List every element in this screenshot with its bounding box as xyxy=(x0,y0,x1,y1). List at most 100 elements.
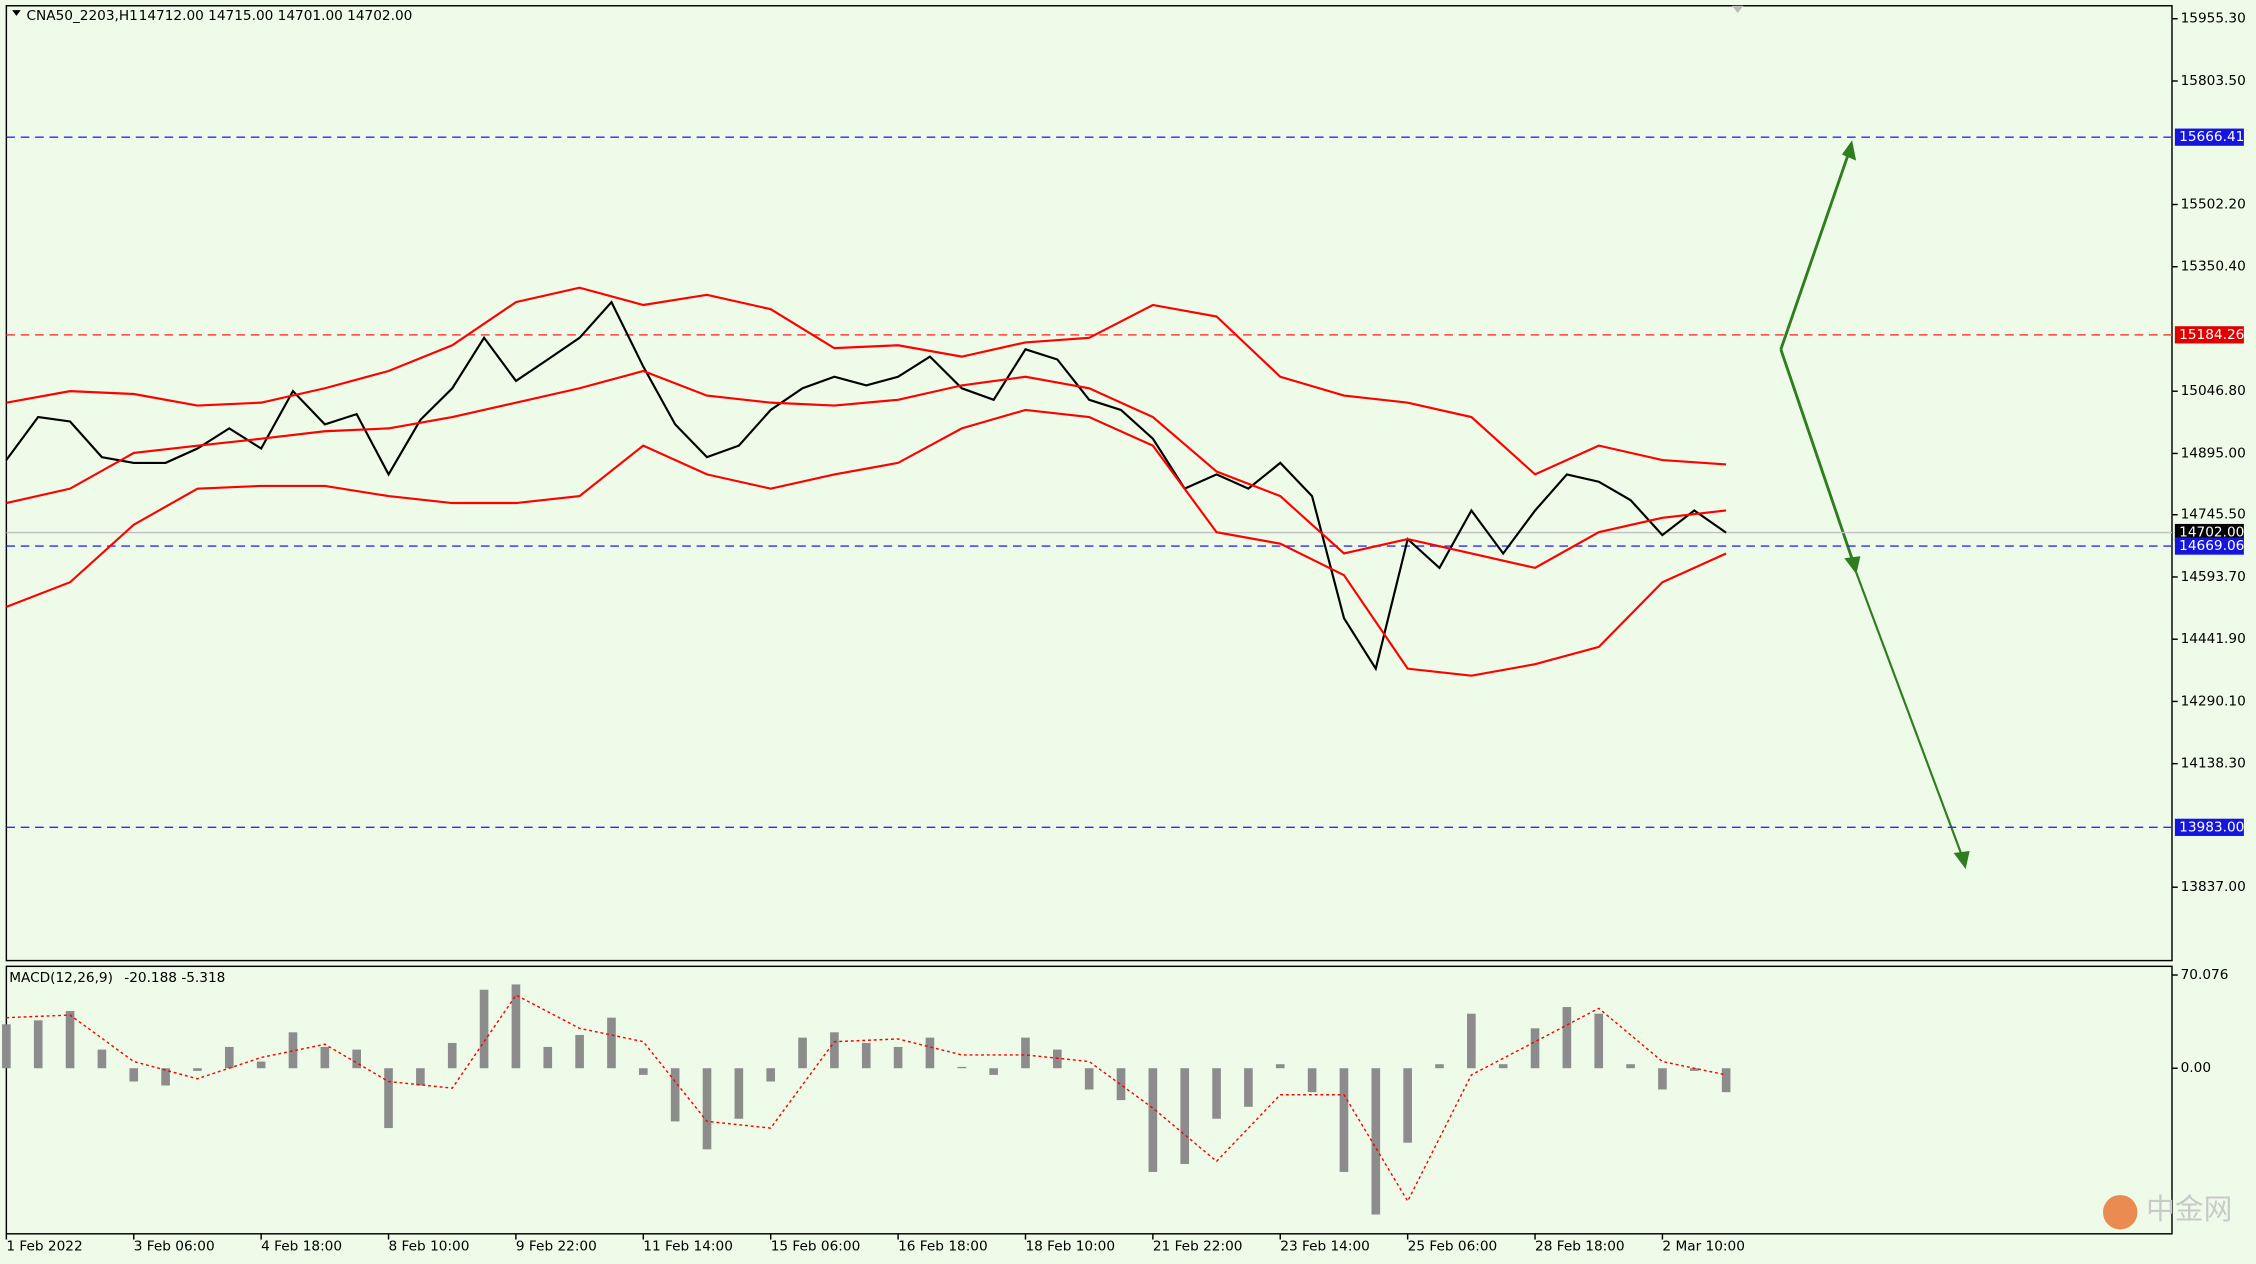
line-series xyxy=(6,286,1727,476)
histogram-bar xyxy=(925,1037,935,1069)
price-level-box xyxy=(2174,818,2244,836)
histogram-bar xyxy=(352,1049,361,1069)
x-tick-label: 9 Feb 22:00 xyxy=(516,1239,597,1255)
y-tick-label: 14138.30 xyxy=(2181,756,2246,772)
menu-icon[interactable] xyxy=(12,10,21,16)
histogram-bar xyxy=(543,1046,553,1069)
histogram-bar xyxy=(766,1068,776,1082)
price-level-box xyxy=(2174,326,2244,344)
price-level-label: 15666.41 xyxy=(2179,129,2244,145)
histogram-bar xyxy=(607,1017,616,1069)
price-level-label: 13983.00 xyxy=(2179,819,2244,835)
arrow-head xyxy=(1841,140,1857,161)
arrow-down-2 xyxy=(1854,570,1965,861)
price-level-label: 14669.06 xyxy=(2179,538,2244,554)
histogram-bar xyxy=(479,989,489,1069)
histogram-bar xyxy=(734,1068,744,1119)
histogram-bar xyxy=(1658,1068,1667,1090)
x-tick-label: 8 Feb 10:00 xyxy=(389,1239,470,1255)
histogram-bar xyxy=(1721,1068,1731,1093)
histogram-bar xyxy=(1275,1064,1285,1069)
histogram-bar xyxy=(957,1066,967,1069)
histogram-bar xyxy=(1116,1068,1126,1101)
histogram-bar xyxy=(1562,1007,1572,1069)
y-tick-label: 14290.10 xyxy=(2181,693,2246,709)
x-tick-label: 2 Mar 10:00 xyxy=(1662,1239,1745,1255)
y-tick-label: 15502.20 xyxy=(2181,197,2246,213)
histogram-bar xyxy=(33,1020,43,1069)
y-tick-label: 15350.40 xyxy=(2181,259,2246,275)
histogram-bar xyxy=(1084,1068,1094,1090)
y-tick-label: 15803.50 xyxy=(2181,73,2246,89)
y-tick-label: 14593.70 xyxy=(2181,569,2246,585)
histogram-bar xyxy=(702,1068,712,1150)
macd-panel xyxy=(5,965,2173,1235)
histogram-bar xyxy=(861,1042,871,1069)
price-panel xyxy=(5,5,2173,962)
histogram-bar xyxy=(2,1024,11,1069)
x-tick-label: 25 Feb 06:00 xyxy=(1408,1239,1498,1255)
histogram-bar xyxy=(1435,1064,1444,1069)
histogram-bar xyxy=(224,1046,234,1069)
arrow-head xyxy=(1953,851,1970,870)
histogram-bar xyxy=(288,1032,298,1069)
watermark: 中金网 xyxy=(2146,1192,2232,1226)
arrow-down xyxy=(1779,348,1856,566)
histogram-bar xyxy=(1148,1068,1158,1172)
histogram-bar xyxy=(447,1042,457,1069)
y-tick-label: 0.00 xyxy=(2181,1060,2211,1076)
histogram-bar xyxy=(1212,1068,1221,1119)
x-tick-label: 16 Feb 18:00 xyxy=(898,1239,988,1255)
histogram-bar xyxy=(1530,1028,1540,1069)
x-tick-label: 15 Feb 06:00 xyxy=(771,1239,861,1255)
chart-title: CNA50_2203,H1 xyxy=(26,8,137,24)
x-tick-label: 4 Feb 18:00 xyxy=(261,1239,342,1255)
y-tick-label: 13837.00 xyxy=(2181,879,2246,895)
histogram-bar xyxy=(1339,1068,1349,1172)
price-level-box xyxy=(2174,128,2244,146)
price-level-label: 14702.00 xyxy=(2179,525,2244,541)
histogram-bar xyxy=(384,1068,393,1129)
histogram-bar xyxy=(1594,1013,1604,1069)
y-tick-label: 14441.90 xyxy=(2181,631,2246,647)
histogram-bar xyxy=(97,1049,107,1069)
histogram-bar xyxy=(798,1037,807,1069)
x-tick-label: 21 Feb 22:00 xyxy=(1153,1239,1243,1255)
shift-marker xyxy=(1731,5,1744,13)
x-tick-label: 1 Feb 2022 xyxy=(6,1239,82,1255)
histogram-bar xyxy=(1244,1068,1253,1107)
x-tick-label: 11 Feb 14:00 xyxy=(643,1239,733,1255)
histogram-bar xyxy=(1403,1068,1412,1143)
x-tick-label: 3 Feb 06:00 xyxy=(134,1239,215,1255)
histogram-bar xyxy=(511,984,521,1069)
histogram-bar xyxy=(1498,1064,1508,1069)
price-level-box xyxy=(2174,537,2244,555)
histogram-bar xyxy=(1021,1037,1030,1069)
x-tick-label: 23 Feb 14:00 xyxy=(1280,1239,1370,1255)
price-level-box xyxy=(2174,523,2244,542)
histogram-bar xyxy=(989,1068,998,1075)
histogram-bar xyxy=(638,1068,648,1075)
y-tick-label: 14745.50 xyxy=(2181,507,2246,523)
line-series xyxy=(5,408,1727,677)
histogram-bar xyxy=(416,1068,425,1086)
histogram-bar xyxy=(1307,1068,1317,1093)
x-tick-label: 28 Feb 18:00 xyxy=(1535,1239,1625,1255)
price-level-label: 15184.26 xyxy=(2179,327,2244,343)
histogram-bar xyxy=(893,1046,903,1069)
histogram-bar xyxy=(1371,1068,1381,1215)
histogram-bar xyxy=(320,1046,330,1069)
line-series xyxy=(6,369,1727,570)
histogram-bar xyxy=(193,1068,202,1071)
histogram-bar xyxy=(830,1032,839,1069)
histogram-bar xyxy=(129,1068,139,1082)
x-tick-label: 18 Feb 10:00 xyxy=(1025,1239,1115,1255)
histogram-bar xyxy=(1467,1013,1476,1069)
line-series xyxy=(5,300,1727,672)
histogram-bar xyxy=(161,1068,170,1086)
arrows xyxy=(1779,140,1970,870)
histogram-bar xyxy=(65,1011,75,1069)
y-tick-label: 70.076 xyxy=(2181,967,2229,983)
histogram-bar xyxy=(1689,1068,1699,1071)
